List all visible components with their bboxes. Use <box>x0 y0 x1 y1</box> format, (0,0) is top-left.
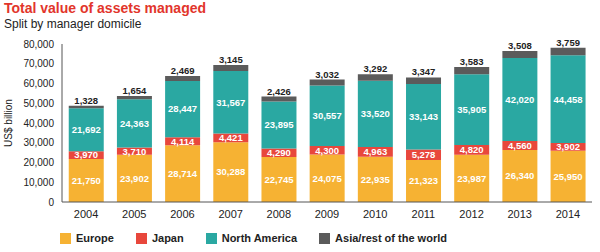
svg-text:2014: 2014 <box>556 208 580 220</box>
html-text:Japan: Japan <box>151 232 184 244</box>
svg-text:31,567: 31,567 <box>216 97 245 108</box>
svg-text:2005: 2005 <box>122 208 146 220</box>
svg-text:30,000: 30,000 <box>23 137 54 148</box>
svg-text:2,426: 2,426 <box>267 86 291 97</box>
html-text:Europe: Europe <box>76 232 114 244</box>
svg-text:23,902: 23,902 <box>120 173 149 184</box>
svg-text:70,000: 70,000 <box>23 58 54 69</box>
svg-text:2006: 2006 <box>170 208 194 220</box>
svg-text:2013: 2013 <box>507 208 531 220</box>
svg-text:3,759: 3,759 <box>556 37 580 48</box>
svg-text:2008: 2008 <box>267 208 291 220</box>
svg-text:21,692: 21,692 <box>72 124 101 135</box>
svg-text:0: 0 <box>48 197 54 208</box>
svg-text:60,000: 60,000 <box>23 78 54 89</box>
svg-text:80,000: 80,000 <box>23 39 54 50</box>
svg-text:30,557: 30,557 <box>313 110 342 121</box>
svg-text:50,000: 50,000 <box>23 98 54 109</box>
svg-text:3,710: 3,710 <box>123 146 147 157</box>
svg-text:2,469: 2,469 <box>171 65 195 76</box>
svg-text:4,963: 4,963 <box>363 146 387 157</box>
svg-text:10,000: 10,000 <box>23 177 54 188</box>
svg-text:33,143: 33,143 <box>409 111 438 122</box>
svg-text:4,421: 4,421 <box>219 132 243 143</box>
svg-text:42,020: 42,020 <box>505 94 534 105</box>
svg-text:US$ billion: US$ billion <box>8 99 14 147</box>
html-text:Asia/rest of the world: Asia/rest of the world <box>335 232 447 244</box>
svg-text:21,750: 21,750 <box>72 175 101 186</box>
svg-text:24,075: 24,075 <box>313 173 343 184</box>
svg-text:30,288: 30,288 <box>216 166 245 177</box>
svg-text:2010: 2010 <box>363 208 387 220</box>
svg-text:3,583: 3,583 <box>460 56 484 67</box>
svg-text:26,340: 26,340 <box>505 170 534 181</box>
svg-text:25,950: 25,950 <box>554 171 583 182</box>
svg-text:3,902: 3,902 <box>556 141 580 152</box>
svg-text:3,145: 3,145 <box>219 54 243 65</box>
svg-text:2009: 2009 <box>315 208 339 220</box>
svg-text:3,032: 3,032 <box>315 69 339 80</box>
svg-text:2007: 2007 <box>218 208 242 220</box>
svg-text:1,328: 1,328 <box>74 95 98 106</box>
svg-text:5,278: 5,278 <box>412 149 436 160</box>
svg-text:2011: 2011 <box>412 208 436 220</box>
svg-text:23,987: 23,987 <box>457 173 486 184</box>
svg-text:24,363: 24,363 <box>120 118 149 129</box>
svg-text:3,970: 3,970 <box>74 149 98 160</box>
svg-text:44,458: 44,458 <box>554 94 583 105</box>
svg-text:2012: 2012 <box>459 208 483 220</box>
svg-text:3,508: 3,508 <box>508 40 532 51</box>
svg-text:40,000: 40,000 <box>23 118 54 129</box>
svg-text:28,714: 28,714 <box>168 168 198 179</box>
html-text:Split by manager domicile: Split by manager domicile <box>4 17 142 31</box>
svg-text:4,300: 4,300 <box>315 145 339 156</box>
svg-text:22,745: 22,745 <box>264 174 294 185</box>
svg-text:4,114: 4,114 <box>171 136 195 147</box>
svg-text:35,905: 35,905 <box>457 104 487 115</box>
svg-text:4,560: 4,560 <box>508 140 532 151</box>
svg-text:3,292: 3,292 <box>363 63 387 74</box>
svg-text:28,447: 28,447 <box>168 103 197 114</box>
svg-text:2004: 2004 <box>74 208 98 220</box>
svg-text:33,520: 33,520 <box>361 108 390 119</box>
html-text:North America: North America <box>221 232 298 244</box>
svg-text:20,000: 20,000 <box>23 157 54 168</box>
svg-text:22,935: 22,935 <box>361 174 391 185</box>
html-text:Total value of assets managed: Total value of assets managed <box>4 0 206 16</box>
svg-text:23,895: 23,895 <box>264 119 294 130</box>
svg-text:1,654: 1,654 <box>123 85 147 96</box>
svg-text:3,347: 3,347 <box>412 66 436 77</box>
svg-text:4,290: 4,290 <box>267 147 291 158</box>
svg-text:21,323: 21,323 <box>409 175 438 186</box>
svg-text:4,820: 4,820 <box>460 144 484 155</box>
